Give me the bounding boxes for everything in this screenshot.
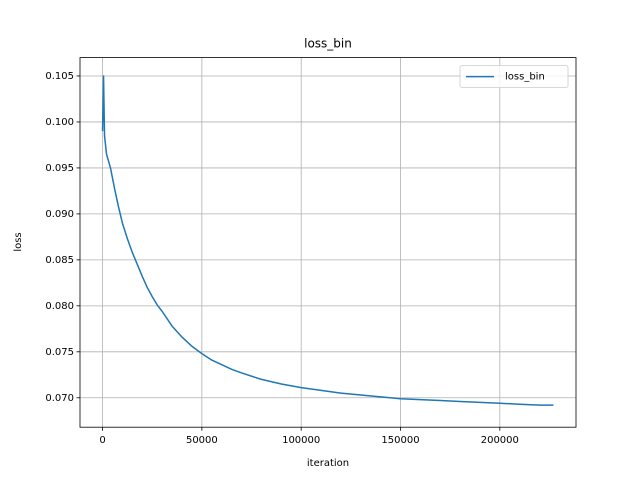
plot-frame — [79, 57, 577, 428]
data-line — [101, 75, 554, 406]
x-tick-label: 100000 — [282, 435, 320, 446]
y-tick-label: 0.080 — [45, 301, 74, 312]
y-tick-label: 0.075 — [45, 347, 74, 358]
y-tick-label: 0.100 — [45, 117, 74, 128]
legend-box — [459, 65, 569, 88]
y-tick-label: 0.090 — [45, 209, 74, 220]
y-tick-label: 0.105 — [45, 71, 74, 82]
y-tick-label: 0.070 — [45, 393, 74, 404]
y-tick-label: 0.095 — [45, 163, 74, 174]
x-tick-label: 150000 — [381, 435, 419, 446]
y-axis-label: loss — [13, 232, 24, 251]
x-tick-label: 0 — [99, 435, 105, 446]
legend-label: loss_bin — [505, 72, 545, 83]
x-axis-label: iteration — [307, 458, 349, 469]
chart-title: loss_bin — [304, 37, 352, 51]
x-tick-label: 50000 — [186, 435, 218, 446]
y-tick-label: 0.085 — [45, 255, 74, 266]
x-tick-label: 200000 — [481, 435, 519, 446]
